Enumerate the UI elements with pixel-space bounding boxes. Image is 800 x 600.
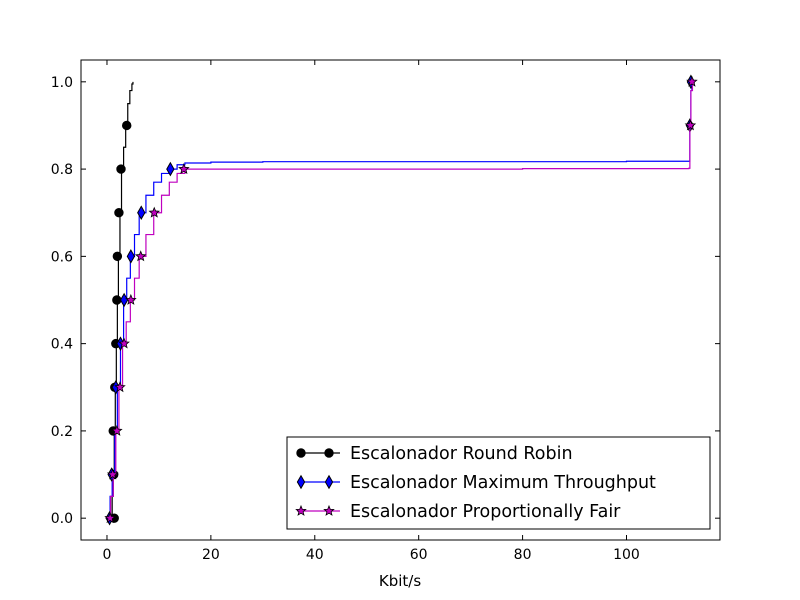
legend-marker-1 <box>296 448 306 458</box>
series-2-marker <box>166 161 175 177</box>
y-axis-ticks: 0.0 0.2 0.4 0.6 0.8 1.0 <box>51 75 720 527</box>
series-3-marker <box>106 468 119 480</box>
legend-box <box>286 436 711 530</box>
legend: Escalonador Round Robin Escalonador Maxim… <box>286 436 711 530</box>
series-3-marker <box>125 293 137 305</box>
series-3-marker <box>111 424 123 436</box>
series-2-marker <box>119 292 129 308</box>
series-2-marker <box>126 249 136 264</box>
legend-marker-2 <box>324 474 334 490</box>
x-tick-label: 20 <box>202 547 220 563</box>
y-tick-label: 0.8 <box>51 162 73 178</box>
axes-frame <box>80 59 721 541</box>
series-1-marker <box>122 120 132 131</box>
x-tick-label: 100 <box>613 547 640 563</box>
legend-label-3: Escalonador Proportionally Fair <box>350 502 621 522</box>
legend-marker-3 <box>323 504 335 516</box>
x-tick-label: 40 <box>306 547 324 563</box>
legend-marker-2 <box>296 474 306 490</box>
series-3-marker <box>134 250 147 262</box>
plot-area <box>80 59 721 541</box>
series-3-marker <box>686 75 698 87</box>
x-tick-label: 60 <box>410 547 428 563</box>
series-1-marker <box>114 208 124 218</box>
y-tick-label: 0.0 <box>51 511 73 527</box>
x-axis-ticks: 0 20 40 60 80 100 <box>103 60 640 563</box>
y-tick-label: 0.6 <box>51 249 73 265</box>
series-3-marker <box>684 119 697 131</box>
y-tick-label: 0.4 <box>51 337 73 353</box>
series-1-marker <box>112 251 123 262</box>
series-2-marker <box>137 205 146 221</box>
legend-marker-3 <box>295 504 307 516</box>
series-3-marker <box>178 163 190 175</box>
x-tick-label: 80 <box>514 547 532 563</box>
series-3-marker <box>148 206 161 218</box>
y-tick-label: 0.2 <box>51 424 73 440</box>
x-axis-label: Kbit/s <box>379 572 421 590</box>
series-3-marker <box>118 337 130 349</box>
legend-label-1: Escalonador Round Robin <box>350 444 573 464</box>
series-3-marker <box>114 381 126 393</box>
series-1-marker <box>116 164 126 174</box>
series-3-marker <box>104 512 116 524</box>
legend-marker-1 <box>324 448 334 458</box>
y-tick-label: 1.0 <box>51 75 73 91</box>
series-line-2 <box>108 81 693 519</box>
series-1-marker <box>112 295 122 305</box>
legend-label-2: Escalonador Maximum Throughput <box>350 473 656 493</box>
x-tick-label: 0 <box>103 547 112 563</box>
